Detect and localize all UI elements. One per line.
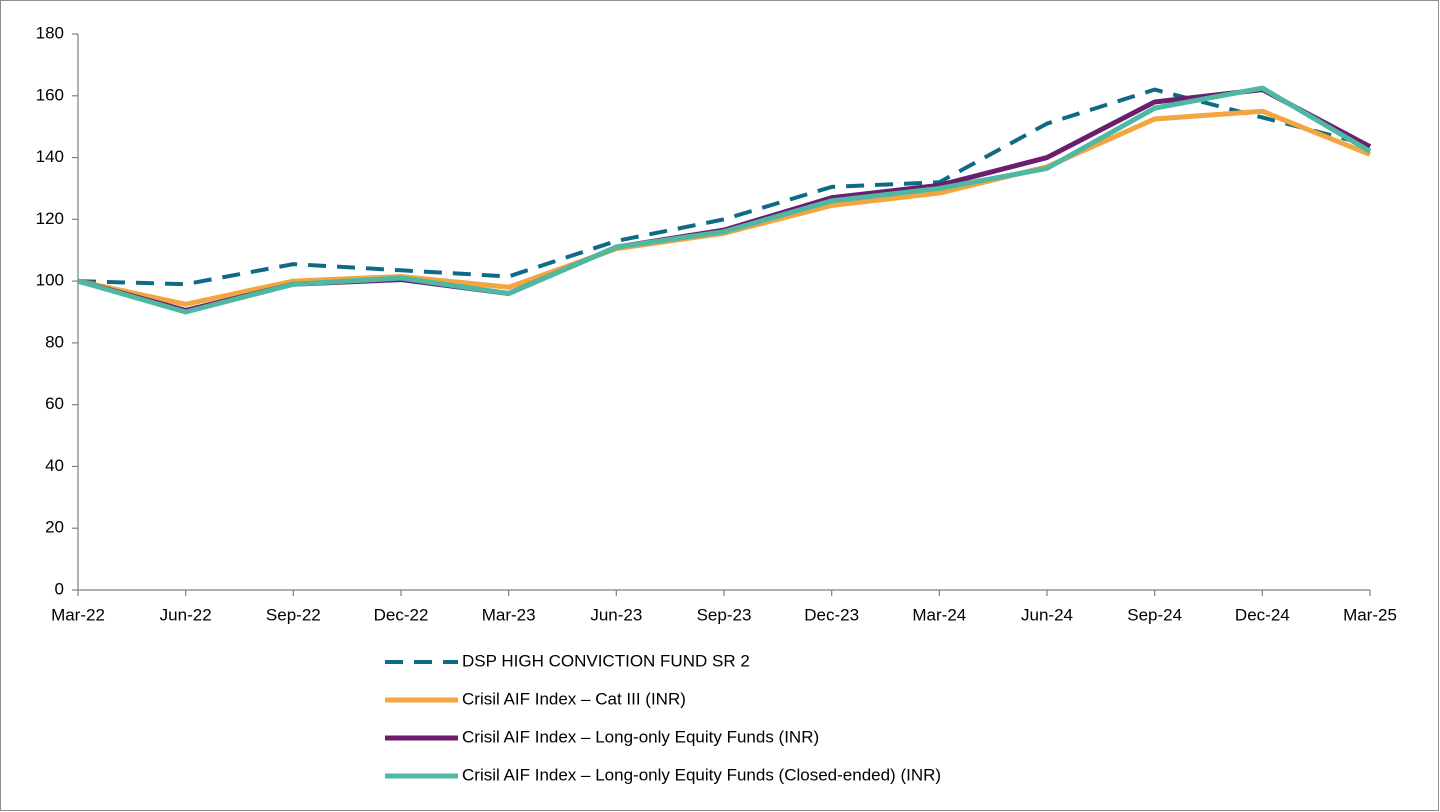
y-tick-label: 160: [36, 85, 64, 104]
x-tick-label: Dec-24: [1235, 605, 1290, 624]
y-tick-label: 60: [45, 394, 64, 413]
y-tick-label: 0: [55, 579, 64, 598]
legend-label: DSP HIGH CONVICTION FUND SR 2: [462, 651, 750, 670]
x-tick-label: Dec-23: [804, 605, 859, 624]
x-tick-label: Mar-22: [51, 605, 105, 624]
series-line: [77, 87, 1371, 287]
legend-label: Crisil AIF Index – Long-only Equity Fund…: [462, 765, 941, 784]
x-tick-label: Mar-24: [912, 605, 966, 624]
x-tick-label: Jun-22: [160, 605, 212, 624]
y-tick-label: 180: [36, 23, 64, 42]
y-tick-label: 20: [45, 518, 64, 537]
legend-label: Crisil AIF Index – Long-only Equity Fund…: [462, 727, 819, 746]
y-tick-label: 40: [45, 456, 64, 475]
y-tick-label: 80: [45, 332, 64, 351]
x-tick-label: Jun-23: [590, 605, 642, 624]
x-tick-label: Jun-24: [1021, 605, 1073, 624]
x-tick-label: Mar-23: [482, 605, 536, 624]
series-line: [77, 85, 1372, 315]
legend-label: Crisil AIF Index – Cat III (INR): [462, 689, 686, 708]
y-tick-label: 140: [36, 147, 64, 166]
y-tick-label: 120: [36, 209, 64, 228]
x-tick-label: Sep-23: [697, 605, 752, 624]
x-tick-label: Mar-25: [1343, 605, 1397, 624]
x-tick-label: Dec-22: [374, 605, 429, 624]
y-tick-label: 100: [36, 271, 64, 290]
x-tick-label: Sep-22: [266, 605, 321, 624]
x-tick-label: Sep-24: [1127, 605, 1182, 624]
